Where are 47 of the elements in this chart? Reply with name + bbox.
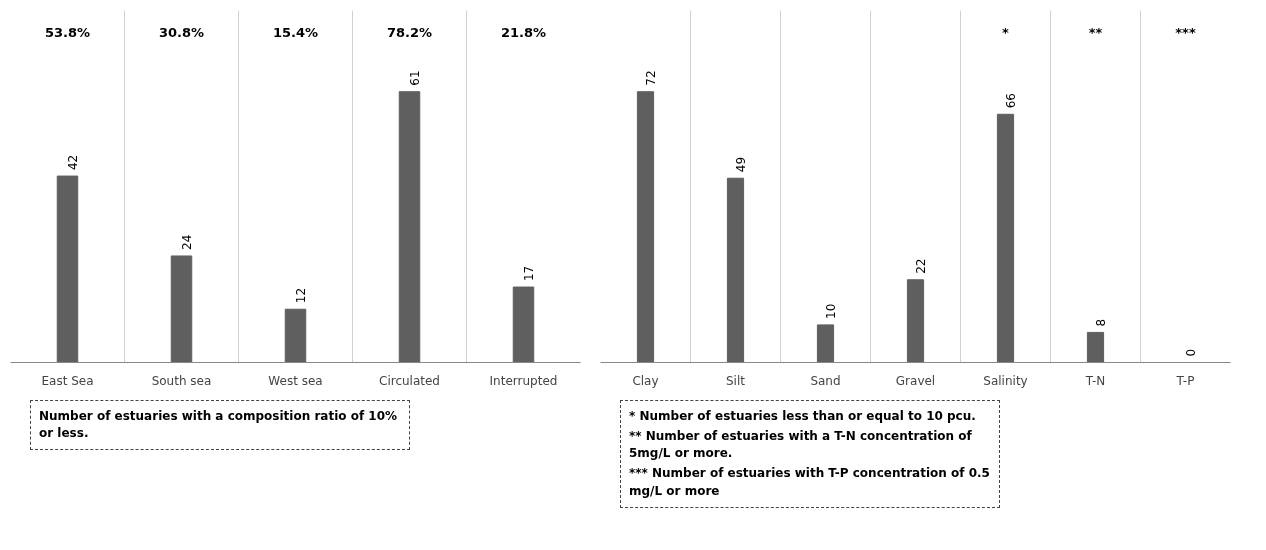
bar [398,91,421,363]
data-label: 22 [914,258,928,274]
bar [56,175,79,363]
bar [906,279,925,363]
x-tick-label: Salinity [983,373,1028,388]
x-tick-label: T-P [1175,373,1195,388]
data-label: 10 [824,303,838,319]
text: * Number of estuaries less than or equal to 10 pcu. [629,408,977,425]
x-tick-label: Clay [632,373,659,388]
text: 21.8% [500,24,547,40]
x-tick-label: South sea [151,373,212,388]
text: *** [1175,24,1196,40]
bar [1086,331,1105,363]
text: Number of estuaries with a composition ratio of 10% or less. [39,408,399,443]
data-label: 12 [294,287,308,304]
x-tick-label: East Sea [41,373,94,388]
text: ** Number of estuaries with a T-N concentration of 5mg/L or more. [629,428,973,463]
data-label: 66 [1004,93,1018,109]
bar [284,308,307,363]
text: * [1002,24,1010,40]
x-tick-label: Interrupted [489,373,558,388]
text: 15.4% [272,24,319,40]
x-tick-label: T-N [1084,373,1106,388]
text: *** Number of estuaries with T-P concentration of 0.5 mg/L or more [629,465,991,500]
bar [512,286,535,363]
x-tick-label: Circulated [379,373,440,388]
x-tick-label: Gravel [895,373,936,388]
data-label: 24 [180,234,194,250]
data-label: 49 [734,156,748,173]
text: 53.8% [44,24,91,40]
data-label: 8 [1094,318,1108,327]
data-label: 17 [522,265,536,282]
text: ** [1088,24,1103,40]
text: 78.2% [386,24,433,40]
data-label: 61 [408,70,422,86]
bar [636,91,655,363]
data-label: 42 [66,154,80,171]
text: 30.8% [158,24,205,40]
bar [170,255,193,363]
x-tick-label: Silt [726,373,746,388]
data-label: 0 [1184,348,1198,357]
data-label: 72 [644,70,658,86]
bar [816,324,835,363]
bar [726,177,745,363]
x-tick-label: Sand [810,373,841,388]
bar [996,113,1015,363]
x-tick-label: West sea [268,373,323,388]
